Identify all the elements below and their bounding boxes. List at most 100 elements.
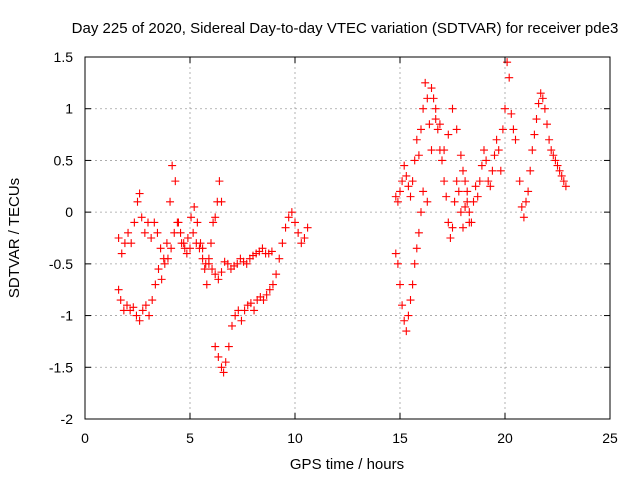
- data-point: [242, 259, 251, 268]
- data-point: [176, 228, 185, 237]
- data-point: [153, 228, 162, 237]
- data-point: [393, 197, 402, 206]
- data-point: [246, 299, 255, 308]
- data-point: [233, 259, 242, 268]
- data-point: [237, 316, 246, 325]
- y-tick-label: -0.5: [49, 256, 73, 272]
- data-point: [250, 306, 259, 315]
- data-point: [182, 249, 191, 258]
- data-point: [404, 182, 413, 191]
- data-point: [201, 259, 210, 268]
- data-point: [482, 156, 491, 165]
- data-point: [431, 104, 440, 113]
- data-point: [204, 254, 213, 263]
- x-tick-label: 15: [392, 430, 408, 446]
- data-point: [396, 280, 404, 289]
- data-point: [414, 228, 423, 237]
- data-point: [524, 187, 533, 196]
- data-point: [138, 306, 147, 315]
- data-point: [209, 218, 218, 227]
- data-point: [140, 228, 149, 237]
- data-point: [448, 223, 457, 232]
- series-arc-4: [391, 58, 520, 242]
- data-point: [454, 187, 463, 196]
- x-tick-label: 25: [602, 430, 618, 446]
- data-point: [214, 352, 223, 361]
- data-points: [114, 58, 570, 377]
- data-point: [173, 218, 182, 227]
- data-point: [135, 316, 144, 325]
- data-point: [494, 146, 503, 155]
- data-point: [284, 213, 293, 222]
- data-point: [116, 296, 125, 305]
- data-point: [450, 197, 459, 206]
- data-point: [147, 234, 156, 242]
- data-point: [412, 135, 421, 144]
- data-point: [183, 234, 192, 242]
- data-point: [410, 259, 419, 268]
- data-point: [217, 363, 226, 372]
- series-arc-5: [391, 187, 428, 336]
- data-point: [402, 171, 411, 180]
- data-point: [265, 285, 274, 294]
- data-point: [492, 135, 501, 144]
- data-point: [547, 146, 556, 155]
- data-point: [168, 161, 177, 170]
- data-point: [208, 265, 217, 274]
- data-point: [114, 234, 123, 242]
- data-point: [123, 301, 131, 310]
- data-point: [400, 161, 409, 170]
- data-point: [217, 268, 226, 277]
- data-point: [393, 259, 402, 268]
- data-point: [281, 223, 290, 232]
- data-point: [442, 192, 451, 201]
- data-point: [162, 239, 171, 248]
- data-point: [156, 244, 165, 253]
- data-point: [452, 125, 461, 134]
- data-point: [272, 270, 281, 279]
- data-point: [163, 254, 172, 263]
- data-point: [400, 316, 409, 325]
- data-point: [151, 280, 160, 289]
- data-point: [179, 239, 188, 248]
- y-tick-label: 1: [65, 101, 73, 117]
- data-point: [517, 202, 526, 211]
- data-point: [488, 166, 497, 175]
- data-point: [427, 84, 436, 93]
- data-point: [444, 218, 453, 227]
- x-tick-label: 0: [81, 430, 89, 446]
- data-point: [193, 218, 202, 227]
- series-arc-2: [114, 218, 276, 325]
- data-point: [275, 254, 284, 263]
- data-point: [431, 115, 440, 124]
- data-point: [398, 301, 407, 310]
- data-point: [515, 177, 524, 186]
- data-point: [154, 265, 163, 274]
- data-point: [124, 228, 133, 237]
- data-point: [417, 208, 425, 217]
- data-point: [559, 177, 568, 186]
- data-point: [215, 177, 224, 186]
- data-point: [440, 177, 449, 186]
- data-point: [498, 125, 507, 134]
- data-point: [423, 197, 432, 206]
- y-axis-label: SDTVAR / TECUs: [6, 178, 23, 298]
- data-point: [132, 311, 141, 320]
- data-point: [167, 244, 176, 253]
- data-point: [166, 197, 175, 206]
- y-tick-label: -1: [61, 308, 74, 324]
- data-point: [553, 161, 562, 170]
- data-point: [406, 296, 415, 305]
- data-point: [240, 306, 249, 315]
- data-point: [195, 244, 204, 253]
- data-point: [465, 218, 474, 227]
- data-point: [528, 146, 537, 155]
- x-axis-label: GPS time / hours: [290, 456, 404, 473]
- data-point: [223, 259, 232, 268]
- data-point: [258, 244, 267, 253]
- data-point: [480, 146, 488, 155]
- data-point: [214, 275, 223, 284]
- x-axis: 0 5 10 15 20 25: [81, 57, 618, 446]
- series-arc-3: [211, 208, 312, 377]
